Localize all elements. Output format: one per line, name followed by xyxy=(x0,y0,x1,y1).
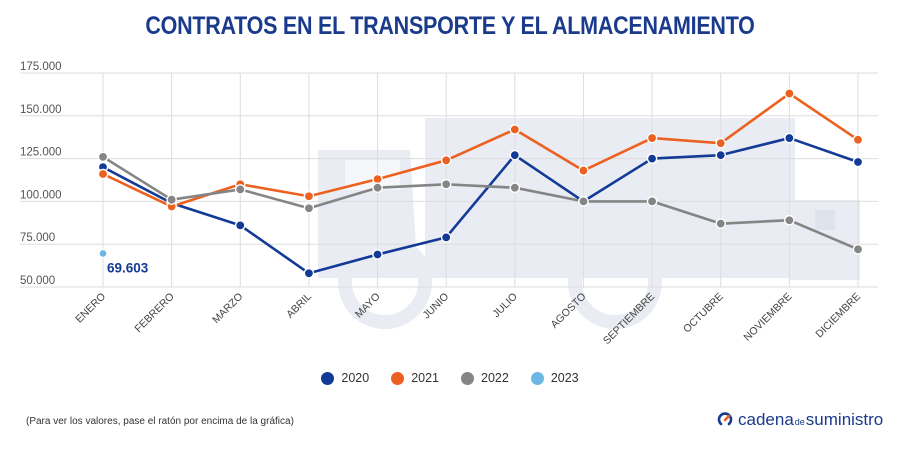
point-2023-enero[interactable] xyxy=(98,248,108,259)
truck-watermark-icon xyxy=(318,118,860,329)
legend-item-2023[interactable]: 2023 xyxy=(530,371,579,385)
x-tick-label-abril: ABRIL xyxy=(284,291,314,321)
legend-marker-2021 xyxy=(391,371,405,385)
data-label-2023-enero: 69.603 xyxy=(107,260,149,275)
legend-item-2021[interactable]: 2021 xyxy=(391,371,439,385)
point-2022-septiembre[interactable] xyxy=(646,196,658,207)
legend-label-2020: 2020 xyxy=(341,371,370,385)
brand-name-part2: de xyxy=(794,417,805,427)
point-2020-noviembre[interactable] xyxy=(784,132,795,144)
x-tick-label-febrero: FEBRERO xyxy=(132,291,176,335)
point-2021-agosto[interactable] xyxy=(578,165,589,176)
x-tick-label-enero: ENERO xyxy=(73,291,108,326)
point-2021-noviembre[interactable] xyxy=(784,88,795,99)
legend-marker-2023 xyxy=(530,371,544,385)
point-2020-julio[interactable] xyxy=(509,149,521,161)
point-2022-diciembre[interactable] xyxy=(852,244,864,255)
point-2020-septiembre[interactable] xyxy=(646,153,658,164)
y-tick-label: 50.000 xyxy=(20,275,55,287)
y-tick-label: 150.000 xyxy=(20,104,62,116)
legend-label-2022: 2022 xyxy=(481,371,509,385)
point-2022-noviembre[interactable] xyxy=(784,214,795,226)
point-2021-octubre[interactable] xyxy=(715,137,727,149)
series-line-2022[interactable] xyxy=(102,155,859,251)
point-2020-diciembre[interactable] xyxy=(852,156,864,168)
point-2020-marzo[interactable] xyxy=(234,220,246,231)
footnote: (Para ver los valores, pase el ratón por… xyxy=(26,416,294,427)
point-2020-abril[interactable] xyxy=(303,268,315,279)
point-2021-julio[interactable] xyxy=(509,124,521,135)
y-tick-label: 125.000 xyxy=(20,147,62,159)
series-line-2021[interactable] xyxy=(102,92,859,208)
point-2021-septiembre[interactable] xyxy=(646,132,658,144)
x-tick-label-julio: JULIO xyxy=(490,291,520,321)
y-tick-label: 75.000 xyxy=(20,232,55,244)
legend-label-2021: 2021 xyxy=(411,371,439,385)
point-2022-junio[interactable] xyxy=(440,178,452,190)
point-2021-abril[interactable] xyxy=(303,190,315,202)
point-2021-diciembre[interactable] xyxy=(852,134,864,146)
y-tick-label: 100.000 xyxy=(20,189,62,201)
point-2022-enero[interactable] xyxy=(97,151,109,163)
point-2022-octubre[interactable] xyxy=(715,218,727,229)
point-2022-febrero[interactable] xyxy=(166,194,177,205)
point-2022-agosto[interactable] xyxy=(578,196,589,207)
x-tick-label-octubre: OCTUBRE xyxy=(681,291,726,336)
point-2022-julio[interactable] xyxy=(509,182,521,194)
legend-item-2022[interactable]: 2022 xyxy=(461,371,509,385)
y-tick-label: 175.000 xyxy=(20,61,62,73)
point-2020-octubre[interactable] xyxy=(715,149,727,161)
series-line-2020[interactable] xyxy=(102,136,859,275)
point-2021-mayo[interactable] xyxy=(372,173,383,185)
chain-link-icon xyxy=(717,412,733,426)
chart-title: CONTRATOS EN EL TRANSPORTE Y EL ALMACENA… xyxy=(145,12,755,40)
point-2022-mayo[interactable] xyxy=(372,182,383,194)
point-2021-enero[interactable] xyxy=(97,168,109,180)
x-tick-label-noviembre: NOVIEMBRE xyxy=(741,291,794,344)
brand-logo[interactable]: cadena de suministro xyxy=(716,410,883,430)
legend-label-2023: 2023 xyxy=(550,371,579,385)
brand-name-part3: suministro xyxy=(805,410,884,429)
brand-name-part1: cadena xyxy=(738,410,794,429)
point-2022-marzo[interactable] xyxy=(234,184,246,195)
legend-marker-2022 xyxy=(461,371,474,385)
point-2020-mayo[interactable] xyxy=(372,249,383,260)
line-chart[interactable]: 50.000 75.000 100.000 125.000 150.000 175.000… xyxy=(0,0,900,360)
chart-legend: 2020 2021 2022 2023 xyxy=(0,371,900,385)
x-tick-label-diciembre: DICIEMBRE xyxy=(813,291,863,341)
legend-item-2020[interactable]: 2020 xyxy=(321,371,369,385)
point-2020-junio[interactable] xyxy=(440,232,452,243)
x-tick-label-marzo: MARZO xyxy=(210,291,245,326)
legend-marker-2020 xyxy=(321,371,335,385)
point-2022-abril[interactable] xyxy=(303,202,315,214)
point-2021-junio[interactable] xyxy=(440,155,452,166)
